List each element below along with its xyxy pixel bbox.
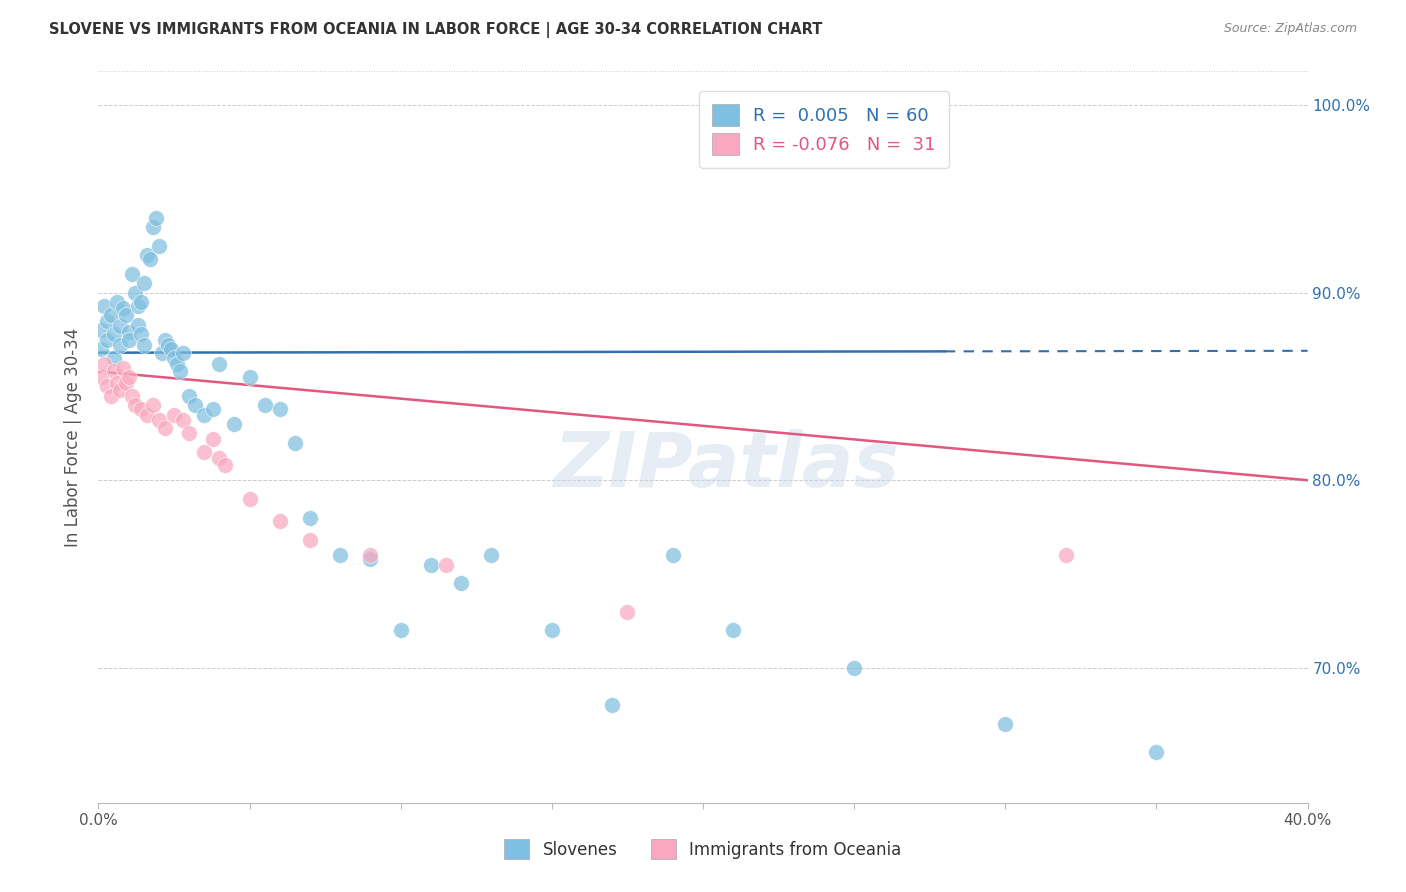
Point (150, 345, 173, 359)
Text: Source: ZipAtlas.com: Source: ZipAtlas.com (1223, 22, 1357, 36)
Point (93, 299, 115, 313)
Point (360, 548, 382, 562)
Point (253, 398, 276, 412)
Point (142, 398, 165, 412)
Point (135, 408, 157, 422)
Point (142, 220, 165, 235)
Point (202, 401, 225, 416)
Point (208, 357, 231, 371)
Point (124, 285, 146, 300)
Point (108, 319, 131, 334)
Point (299, 533, 322, 548)
Point (163, 408, 186, 422)
Point (284, 435, 307, 450)
Legend: Slovenes, Immigrants from Oceania: Slovenes, Immigrants from Oceania (496, 830, 910, 868)
Point (179, 389, 201, 403)
Point (179, 426, 201, 441)
Point (127, 299, 149, 313)
Point (540, 624, 562, 638)
Point (96, 379, 118, 393)
Point (602, 698, 624, 713)
Point (420, 558, 443, 572)
Point (1054, 548, 1077, 562)
Point (184, 398, 207, 412)
Point (129, 401, 152, 416)
Point (156, 338, 179, 352)
Point (329, 548, 352, 562)
Point (118, 325, 141, 339)
Point (193, 445, 215, 459)
Point (118, 370, 141, 384)
Point (661, 548, 683, 562)
Point (160, 342, 183, 356)
Point (214, 458, 236, 473)
Point (114, 308, 136, 322)
Point (118, 333, 141, 347)
Point (239, 491, 262, 506)
Point (96, 333, 118, 347)
Point (148, 413, 170, 427)
Point (153, 420, 176, 434)
Point (100, 389, 122, 403)
Point (239, 370, 262, 384)
Point (269, 515, 291, 529)
Point (163, 351, 186, 366)
Point (224, 417, 246, 431)
Point (208, 450, 231, 465)
Point (481, 548, 503, 562)
Point (360, 552, 382, 566)
Point (90, 342, 112, 356)
Point (389, 624, 412, 638)
Point (121, 389, 143, 403)
Y-axis label: In Labor Force | Age 30-34: In Labor Force | Age 30-34 (65, 327, 83, 547)
Point (132, 338, 155, 352)
Point (169, 364, 191, 378)
Point (616, 605, 638, 619)
Point (172, 345, 194, 359)
Point (202, 432, 225, 446)
Point (450, 576, 472, 591)
Point (105, 376, 128, 390)
Point (100, 308, 122, 322)
Point (93, 357, 115, 371)
Point (96, 314, 118, 328)
Text: SLOVENE VS IMMIGRANTS FROM OCEANIA IN LABOR FORCE | AGE 30-34 CORRELATION CHART: SLOVENE VS IMMIGRANTS FROM OCEANIA IN LA… (49, 22, 823, 38)
Point (135, 248, 157, 262)
Point (145, 211, 167, 225)
Point (166, 357, 188, 371)
Point (434, 558, 457, 572)
Point (844, 661, 866, 675)
Point (105, 295, 128, 310)
Point (114, 376, 136, 390)
Point (124, 398, 146, 412)
Point (90, 323, 112, 337)
Point (132, 277, 155, 291)
Point (111, 360, 134, 375)
Point (90, 370, 112, 384)
Point (129, 326, 152, 341)
Point (108, 383, 131, 397)
Point (103, 364, 125, 378)
Point (127, 318, 149, 332)
Point (139, 252, 162, 266)
Text: ZIPatlas: ZIPatlas (554, 429, 900, 503)
Point (103, 351, 125, 366)
Point (108, 338, 131, 352)
Point (129, 295, 152, 310)
Point (269, 401, 291, 416)
Point (111, 301, 134, 315)
Point (193, 408, 215, 422)
Point (723, 624, 745, 638)
Point (1144, 745, 1167, 759)
Point (121, 267, 143, 281)
Point (994, 717, 1017, 731)
Point (299, 510, 322, 524)
Point (153, 333, 176, 347)
Point (103, 326, 125, 341)
Point (172, 413, 194, 427)
Point (148, 239, 170, 253)
